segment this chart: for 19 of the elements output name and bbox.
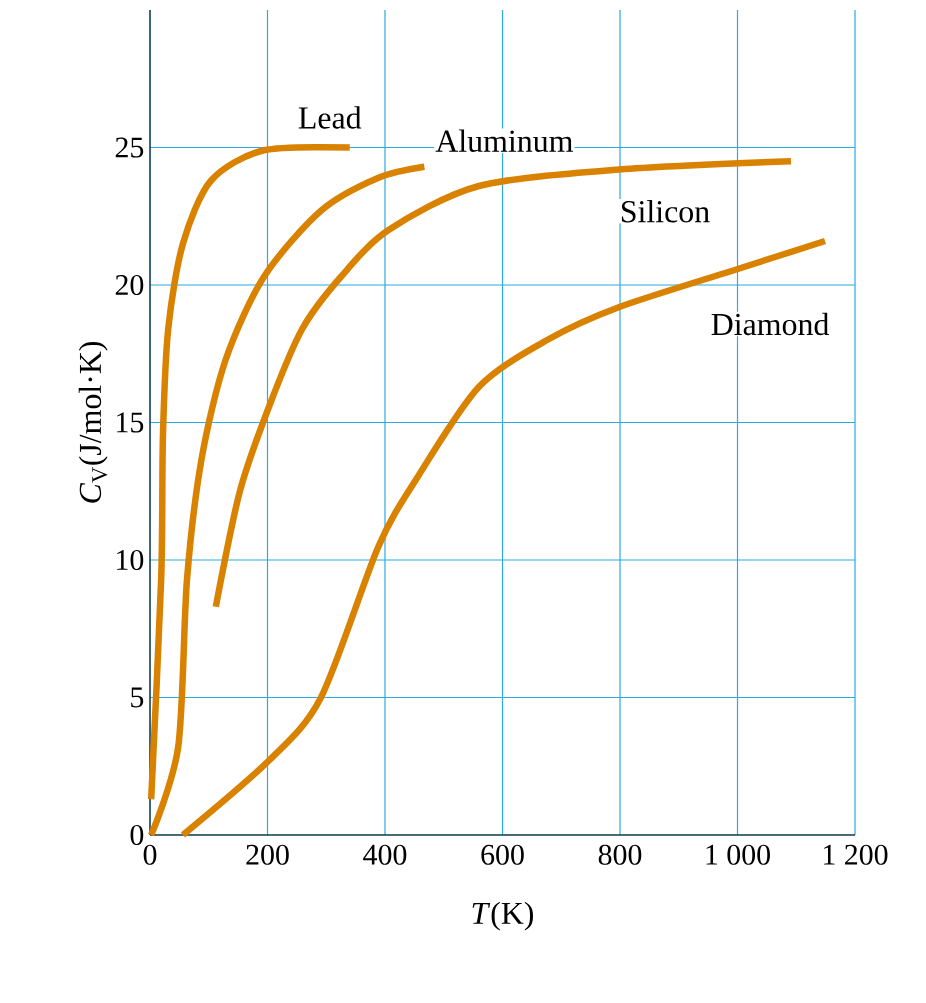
y-tick-label: 15 bbox=[117, 412, 144, 433]
x-tick-label: 1 000 bbox=[706, 844, 770, 865]
y-tick-label: 25 bbox=[115, 137, 144, 158]
y-axis-title: C$_{V}$(J/mol·K) bbox=[78, 341, 108, 503]
x-axis-title: T(K) bbox=[472, 901, 534, 931]
x-tick-label: 800 bbox=[598, 844, 642, 865]
x-tick-label: 400 bbox=[363, 844, 407, 865]
y-tick-label: 5 bbox=[131, 687, 144, 708]
series-label: Lead bbox=[298, 106, 362, 129]
x-tick-label: 0 bbox=[143, 844, 157, 865]
y-tick-label: 0 bbox=[130, 824, 144, 846]
y-tick-label: 10 bbox=[117, 549, 144, 571]
x-tick-label: 200 bbox=[246, 844, 289, 865]
x-tick-label: 600 bbox=[481, 844, 524, 865]
y-tick-label: 20 bbox=[115, 274, 144, 296]
series-label: Silicon bbox=[621, 200, 710, 223]
x-tick-label: 1 200 bbox=[824, 844, 888, 865]
series-label: Aluminum bbox=[435, 129, 573, 152]
series-label: Diamond bbox=[711, 312, 829, 336]
